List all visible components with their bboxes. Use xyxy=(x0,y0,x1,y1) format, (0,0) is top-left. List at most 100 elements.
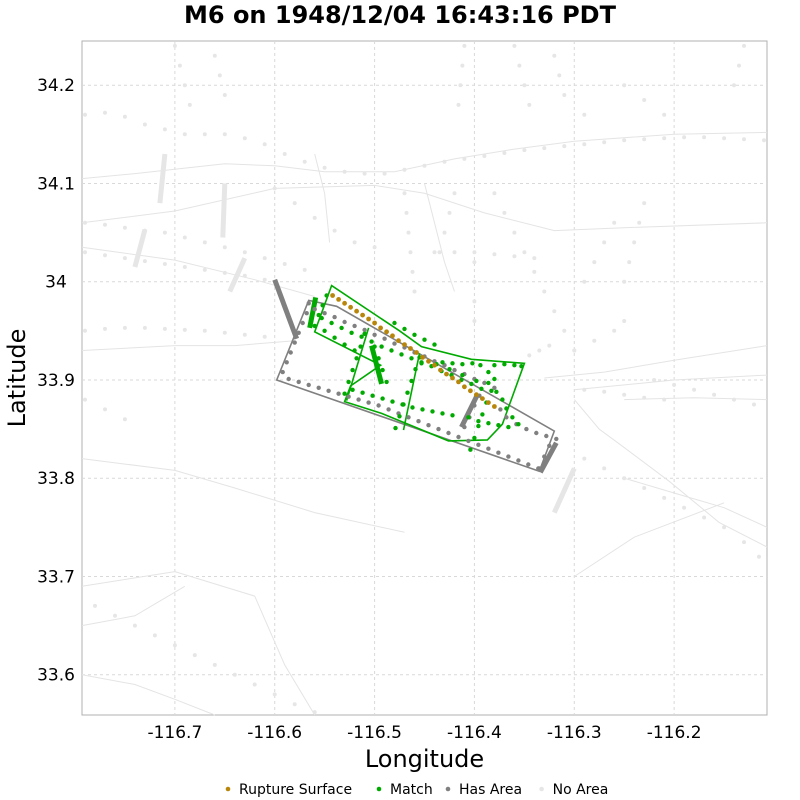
rupture-surface-point xyxy=(336,297,341,302)
no-area-point xyxy=(103,326,107,331)
no-area-point xyxy=(122,325,127,330)
match-point xyxy=(502,362,507,367)
rupture-surface-point xyxy=(450,375,455,381)
no-area-point xyxy=(732,397,736,402)
has-area-point xyxy=(524,426,529,432)
match-point xyxy=(492,376,497,382)
background-fault-line xyxy=(81,585,186,627)
no-area-point xyxy=(522,250,527,255)
no-area-point xyxy=(172,43,177,48)
no-area-point xyxy=(332,228,337,233)
no-area-point xyxy=(192,653,197,658)
no-area-point xyxy=(402,191,407,196)
no-area-point xyxy=(652,378,657,382)
no-area-point xyxy=(552,309,557,314)
no-area-point xyxy=(103,222,107,227)
match-legend-label: Match xyxy=(390,782,433,798)
match-point xyxy=(419,361,424,366)
match-point xyxy=(466,415,471,420)
match-point xyxy=(380,396,385,401)
no-area-point xyxy=(456,102,461,107)
no-area-point xyxy=(242,136,247,141)
has-area-point xyxy=(356,397,361,402)
x-axis-ticks: -116.7 -116.6 -116.5 -116.4 -116.3 -116.2 xyxy=(147,723,701,743)
no-area-point xyxy=(482,154,487,158)
match-point xyxy=(422,337,427,342)
has-area-point xyxy=(352,323,357,329)
match-outline xyxy=(402,353,421,431)
no-area-trace xyxy=(157,153,168,204)
match-trace xyxy=(307,296,319,329)
no-area-point xyxy=(322,165,327,170)
no-area-point xyxy=(362,171,367,176)
no-area-legend-label: No Area xyxy=(553,782,609,798)
no-area-point xyxy=(512,254,517,259)
no-area-point xyxy=(492,252,497,257)
no-area-trace xyxy=(552,467,577,514)
match-point xyxy=(409,378,414,384)
no-area-point xyxy=(637,220,642,225)
no-area-point xyxy=(282,262,287,266)
rupture-surface-point xyxy=(438,367,443,373)
has-area-point xyxy=(506,454,511,459)
no-area-point xyxy=(702,515,707,520)
match-point xyxy=(486,369,491,375)
no-area-point xyxy=(722,525,727,530)
no-area-point xyxy=(542,146,547,151)
no-area-point xyxy=(458,83,463,88)
rupture-surface-point xyxy=(384,329,389,335)
no-area-point xyxy=(462,156,467,161)
no-area-point xyxy=(582,456,587,461)
match-point xyxy=(339,325,344,331)
no-area-point xyxy=(172,643,177,648)
no-area-point xyxy=(512,43,517,48)
no-area-point xyxy=(282,152,287,156)
no-area-point xyxy=(447,210,452,215)
match-point xyxy=(476,423,481,429)
rupture-surface-point xyxy=(330,293,335,298)
rupture-surface-point xyxy=(348,304,353,310)
rupture-surface-point xyxy=(414,350,419,355)
no-area-point xyxy=(522,83,527,88)
no-area-point xyxy=(202,132,207,137)
match-point xyxy=(410,405,415,410)
no-area-point xyxy=(222,132,227,137)
match-point xyxy=(376,356,381,361)
rupture-surface-point xyxy=(396,338,401,344)
has-area-legend-marker xyxy=(445,786,451,792)
no-area-point xyxy=(682,135,687,140)
has-area-point xyxy=(372,332,377,337)
match-point xyxy=(397,414,402,419)
no-area-point xyxy=(83,112,87,117)
no-area-point xyxy=(472,319,477,323)
no-area-point xyxy=(692,387,697,392)
match-point xyxy=(450,361,455,366)
has-area-point xyxy=(362,327,367,333)
match-point xyxy=(384,379,389,385)
has-area-point xyxy=(284,360,289,365)
match-point xyxy=(519,364,524,369)
no-area-trace xyxy=(220,183,228,238)
match-point xyxy=(393,425,398,431)
no-area-point xyxy=(382,171,387,176)
match-point xyxy=(352,348,357,353)
chart-title: M6 on 1948/12/04 16:43:16 PDT xyxy=(184,1,617,29)
match-point xyxy=(372,344,377,349)
rupture-surface-point xyxy=(360,312,365,318)
no-area-point xyxy=(372,245,377,250)
no-area-point xyxy=(312,215,317,220)
y-axis-ticks: 33.6 33.7 33.8 33.9 34 34.1 34.2 xyxy=(37,76,75,686)
no-area-point xyxy=(712,392,717,397)
match-point xyxy=(468,447,473,452)
rupture-surface-point xyxy=(432,362,437,368)
no-area-point xyxy=(252,682,257,687)
no-area-point xyxy=(452,250,457,255)
y-axis-label: Latitude xyxy=(3,329,31,428)
no-area-point xyxy=(562,144,567,149)
no-area-point xyxy=(552,53,557,58)
no-area-point xyxy=(212,53,217,58)
no-area-point xyxy=(242,332,247,337)
no-area-point xyxy=(83,397,87,402)
match-point xyxy=(369,339,374,344)
has-area-point xyxy=(300,320,305,326)
